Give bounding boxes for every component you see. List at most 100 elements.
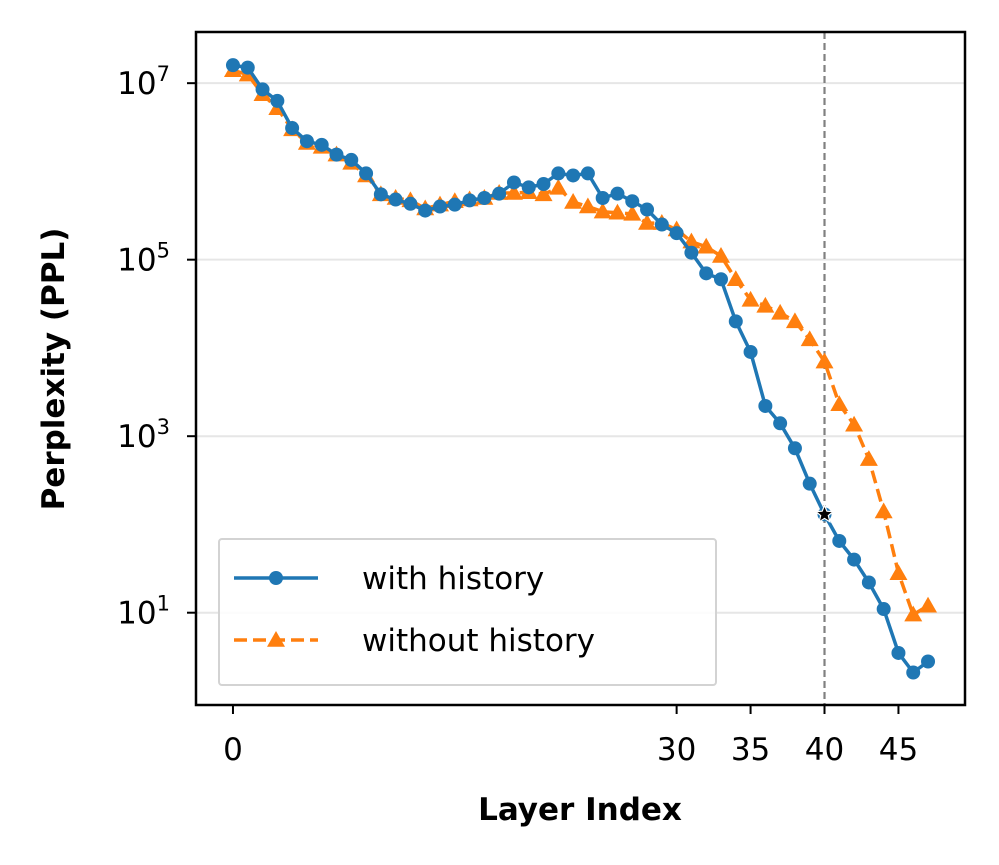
- data-point: [889, 564, 908, 580]
- data-point: [359, 166, 374, 181]
- data-point: [876, 602, 891, 617]
- data-point: [919, 596, 938, 613]
- y-tick-label: 101: [117, 592, 170, 632]
- y-tick-label: 105: [117, 239, 170, 279]
- data-point: [595, 190, 610, 205]
- y-axis-label: Perplexity (PPL): [36, 228, 72, 511]
- data-point: [462, 193, 477, 208]
- data-point: [504, 183, 523, 200]
- data-point: [743, 344, 758, 359]
- data-point: [699, 266, 714, 281]
- data-point: [741, 290, 760, 307]
- data-point: [726, 270, 745, 287]
- data-point: [845, 415, 864, 432]
- data-point: [832, 533, 847, 548]
- legend-swatch-marker: [267, 631, 285, 647]
- data-point: [728, 314, 743, 329]
- plot-frame: [194, 30, 967, 707]
- data-point: [640, 202, 655, 217]
- data-point: [906, 665, 921, 680]
- data-point: [447, 197, 462, 212]
- legend-entry: with history: [234, 561, 544, 597]
- legend-swatch-marker: [269, 571, 283, 585]
- series-without-history: [223, 61, 938, 622]
- data-point: [551, 166, 566, 181]
- data-point: [625, 194, 640, 209]
- data-point: [373, 187, 388, 202]
- data-point: [861, 575, 876, 590]
- data-point: [859, 450, 878, 466]
- data-point: [785, 312, 804, 329]
- legend-entry: without history: [234, 623, 595, 659]
- data-point: [534, 185, 553, 202]
- data-point: [433, 199, 448, 214]
- data-point: [566, 168, 581, 183]
- data-point: [477, 190, 492, 205]
- data-point: [771, 303, 790, 320]
- data-point: [669, 226, 684, 241]
- data-point: [713, 272, 728, 287]
- x-tick-label: 35: [731, 732, 770, 768]
- data-point: [756, 296, 775, 313]
- legend-box: [218, 538, 717, 686]
- x-tick-label: 0: [223, 732, 243, 768]
- y-axis-ticks: 101 103 105 107: [117, 62, 196, 632]
- x-tick-label: 30: [657, 732, 696, 768]
- data-point: [580, 166, 595, 181]
- data-point: [344, 152, 359, 167]
- data-point: [697, 237, 716, 254]
- data-point: [711, 247, 730, 263]
- data-point: [773, 416, 788, 431]
- x-axis-ticks: 0 30 35 40 45: [223, 705, 918, 768]
- data-point: [608, 203, 627, 220]
- data-point: [549, 178, 568, 195]
- data-point: [815, 352, 834, 369]
- legend: with history without history: [218, 538, 717, 686]
- data-point: [654, 217, 669, 232]
- data-point: [684, 245, 699, 260]
- data-point: [329, 147, 344, 162]
- data-point: [800, 330, 819, 347]
- x-axis-label: Layer Index: [478, 792, 682, 828]
- data-point: [578, 197, 597, 214]
- data-point: [638, 214, 657, 230]
- data-point: [610, 186, 625, 201]
- data-point: [904, 605, 923, 622]
- data-point: [285, 121, 300, 136]
- data-point: [270, 93, 285, 108]
- y-tick-exponent: 5: [157, 239, 170, 263]
- series-layer: [223, 58, 938, 680]
- x-tick-label: 45: [879, 732, 918, 768]
- data-point: [521, 180, 536, 195]
- legend-label: without history: [362, 623, 595, 659]
- data-point: [388, 192, 403, 207]
- data-point: [299, 134, 314, 149]
- legend-label: with history: [362, 561, 544, 597]
- data-point: [830, 395, 849, 412]
- series-with-history: [225, 58, 936, 680]
- data-point: [593, 202, 612, 219]
- y-tick-label: 103: [117, 415, 170, 455]
- y-tick-exponent: 7: [157, 62, 170, 86]
- data-point: [225, 58, 240, 73]
- data-point: [758, 398, 773, 413]
- data-point: [418, 203, 433, 218]
- data-point: [874, 502, 893, 519]
- y-tick-label: 107: [117, 62, 170, 102]
- data-point: [802, 476, 817, 491]
- data-point: [536, 177, 551, 192]
- data-point: [492, 186, 507, 201]
- data-point: [787, 441, 802, 456]
- data-point: [564, 193, 583, 209]
- data-point: [891, 645, 906, 660]
- y-tick-exponent: 1: [157, 592, 170, 616]
- data-point: [255, 82, 270, 97]
- data-point: [506, 175, 521, 190]
- data-point: [623, 204, 642, 221]
- star-marker-layer: [814, 503, 835, 523]
- data-point: [314, 137, 329, 152]
- data-point: [240, 60, 255, 75]
- data-point: [921, 654, 936, 669]
- y-tick-exponent: 3: [157, 415, 170, 439]
